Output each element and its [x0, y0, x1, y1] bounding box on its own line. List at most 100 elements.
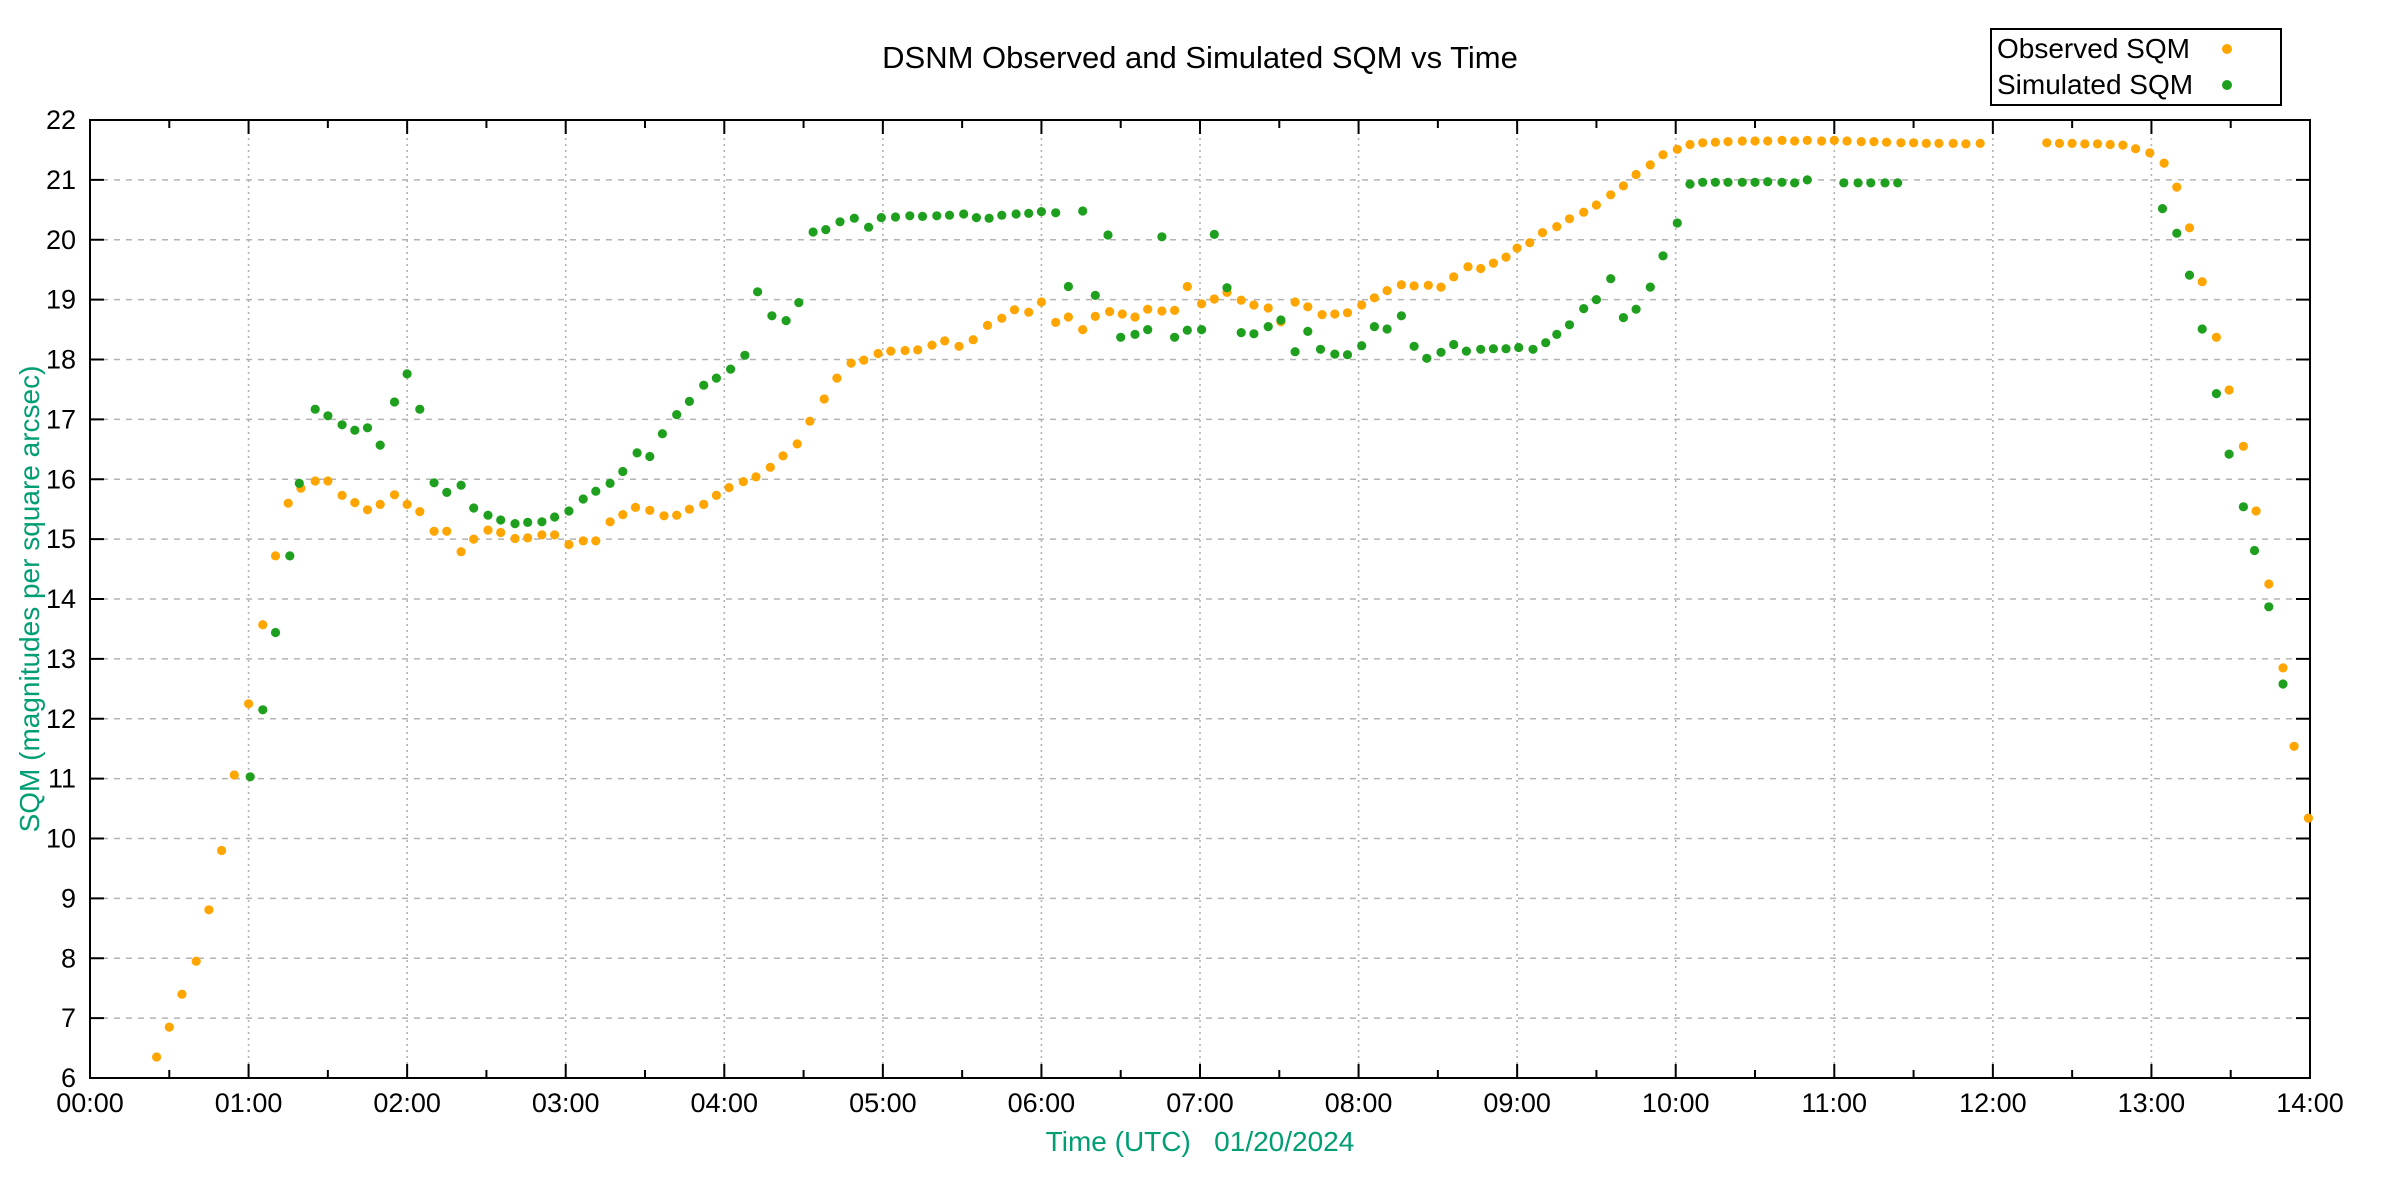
- data-point: [270, 627, 281, 638]
- data-point: [1423, 280, 1433, 290]
- data-point: [2092, 139, 2103, 149]
- data-point: [1303, 302, 1313, 312]
- data-point: [1488, 344, 1498, 354]
- data-point: [984, 213, 994, 223]
- data-point: [778, 451, 788, 461]
- data-point: [905, 211, 915, 221]
- data-point: [1763, 177, 1773, 187]
- data-point: [1276, 315, 1286, 325]
- data-point: [890, 212, 901, 222]
- data-point: [1263, 322, 1273, 332]
- data-point: [1934, 138, 1944, 148]
- data-point: [1330, 349, 1340, 359]
- data-point: [672, 510, 682, 520]
- y-tick-label: 21: [46, 165, 76, 195]
- data-point: [751, 472, 761, 482]
- data-point: [1330, 309, 1340, 319]
- data-point: [429, 526, 439, 536]
- data-point: [1409, 341, 1419, 351]
- data-point: [2251, 506, 2261, 516]
- data-point: [1197, 325, 1207, 335]
- data-point: [591, 536, 601, 546]
- data-point: [630, 502, 641, 512]
- data-point: [1157, 306, 1167, 316]
- data-point: [1909, 138, 1919, 148]
- data-point: [1236, 328, 1246, 338]
- data-point: [1488, 258, 1498, 268]
- data-point: [672, 410, 682, 420]
- data-point: [959, 209, 969, 219]
- data-point: [2238, 502, 2248, 512]
- data-point: [605, 517, 615, 527]
- data-point: [645, 451, 655, 462]
- data-point: [940, 336, 950, 346]
- data-point: [684, 396, 695, 406]
- data-point: [1763, 136, 1773, 146]
- data-point: [1921, 138, 1931, 148]
- data-point: [1750, 177, 1760, 187]
- data-point: [1618, 313, 1628, 323]
- data-point: [1975, 138, 1985, 148]
- data-point: [191, 956, 201, 966]
- data-point: [1537, 228, 1548, 238]
- data-point: [944, 210, 955, 220]
- data-point: [1698, 177, 1708, 187]
- data-point: [1672, 218, 1682, 228]
- data-point: [1552, 329, 1562, 339]
- data-point: [1525, 238, 1535, 248]
- data-point: [164, 1022, 174, 1032]
- data-point: [1182, 325, 1192, 335]
- data-point: [781, 316, 791, 326]
- y-tick-label: 17: [46, 404, 76, 434]
- data-point: [913, 345, 923, 355]
- data-point: [1409, 281, 1419, 291]
- data-point: [765, 462, 775, 472]
- data-point: [1606, 274, 1616, 284]
- data-point: [1449, 272, 1459, 282]
- data-point: [835, 217, 845, 227]
- y-tick-label: 13: [46, 644, 76, 674]
- data-point: [2159, 158, 2169, 168]
- data-point: [997, 313, 1007, 323]
- data-point: [1342, 308, 1353, 318]
- data-point: [1710, 137, 1720, 147]
- data-point: [2278, 679, 2288, 689]
- legend-box: Observed SQM Simulated SQM: [1990, 28, 2282, 106]
- data-point: [738, 477, 748, 487]
- data-point: [2157, 204, 2168, 214]
- data-point: [2238, 441, 2248, 451]
- data-point: [469, 534, 479, 544]
- data-point: [2184, 223, 2195, 233]
- data-point: [389, 397, 400, 407]
- data-point: [808, 227, 818, 237]
- data-point: [362, 423, 373, 433]
- data-point: [1723, 137, 1733, 147]
- data-point: [245, 772, 255, 782]
- x-tick-label: 06:00: [1008, 1088, 1076, 1118]
- data-point: [564, 506, 574, 516]
- data-point: [1461, 346, 1471, 356]
- data-point: [510, 519, 520, 529]
- data-point: [537, 517, 547, 527]
- data-point: [864, 222, 874, 232]
- data-point: [1436, 282, 1446, 292]
- data-point: [1658, 251, 1668, 261]
- data-point: [2197, 277, 2207, 287]
- data-point: [618, 466, 628, 477]
- data-point: [1750, 136, 1760, 146]
- data-point: [684, 504, 695, 514]
- data-point: [954, 341, 964, 351]
- data-point: [2080, 139, 2090, 149]
- x-tick-label: 11:00: [1802, 1088, 1868, 1118]
- data-point: [2067, 138, 2077, 148]
- data-point: [2042, 138, 2052, 148]
- data-point: [1853, 178, 1863, 188]
- data-point: [1463, 262, 1473, 272]
- data-point: [832, 373, 842, 383]
- data-point: [310, 476, 320, 486]
- data-point: [927, 340, 937, 350]
- data-point: [1116, 332, 1126, 342]
- data-point: [740, 350, 750, 360]
- data-point: [415, 404, 425, 414]
- data-point: [1051, 208, 1061, 218]
